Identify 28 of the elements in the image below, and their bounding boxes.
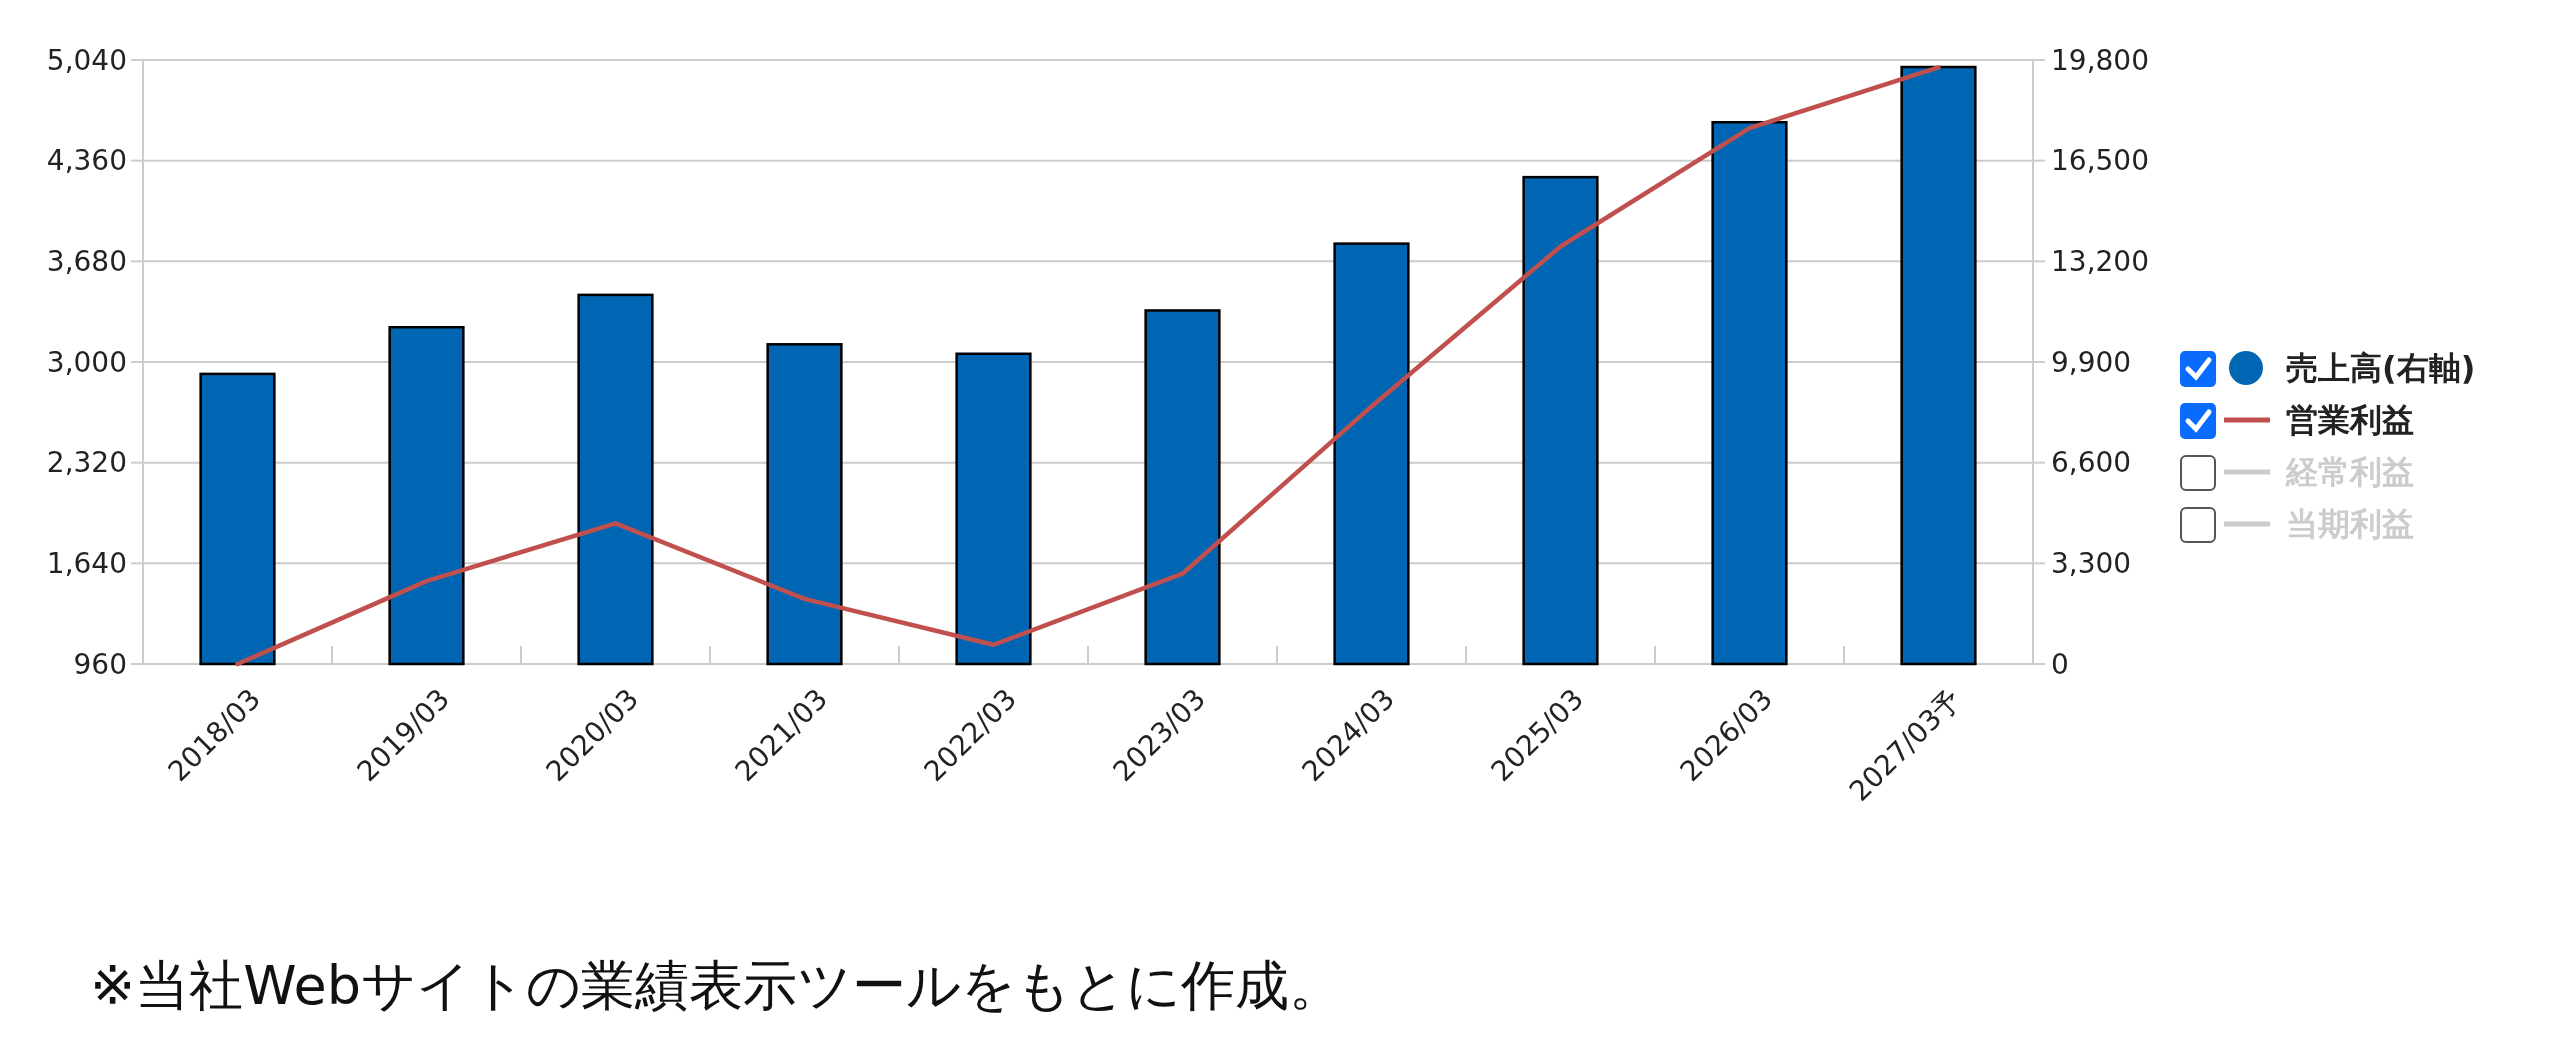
- bar: [577, 293, 654, 666]
- bar: [955, 352, 1032, 666]
- bar: [199, 372, 276, 666]
- y2-tick-label: 16,500: [2051, 144, 2149, 178]
- legend-label: 売上高(右軸): [2286, 349, 2476, 387]
- y-tick-label: 1,640: [46, 546, 127, 580]
- bar: [1333, 242, 1410, 666]
- y2-tick-label: 6,600: [2051, 446, 2132, 480]
- y-tick-label: 4,360: [46, 144, 127, 178]
- line-series: [235, 65, 1941, 667]
- y-tick-label: 5,040: [46, 43, 127, 77]
- y2-tick-label: 0: [2051, 647, 2069, 681]
- bar: [1522, 175, 1599, 666]
- y-tick-label: 3,000: [46, 345, 127, 379]
- bar: [388, 325, 465, 666]
- y2-tick-label: 13,200: [2051, 244, 2149, 278]
- y2-tick-label: 3,300: [2051, 546, 2132, 580]
- bar: [766, 343, 843, 666]
- bar: [1144, 309, 1221, 666]
- legend-label: 営業利益: [2286, 401, 2414, 439]
- y-tick-label: 2,320: [46, 446, 127, 480]
- y2-tick-label: 9,900: [2051, 345, 2132, 379]
- y-tick-label: 3,680: [46, 244, 127, 278]
- text: ※当社Webサイトの業績表示ツールをもとに作成。: [90, 953, 1343, 1017]
- bar: [1900, 65, 1977, 666]
- bar: [1711, 120, 1788, 666]
- y2-tick-label: 19,800: [2051, 43, 2149, 77]
- y-tick-label: 960: [73, 647, 127, 681]
